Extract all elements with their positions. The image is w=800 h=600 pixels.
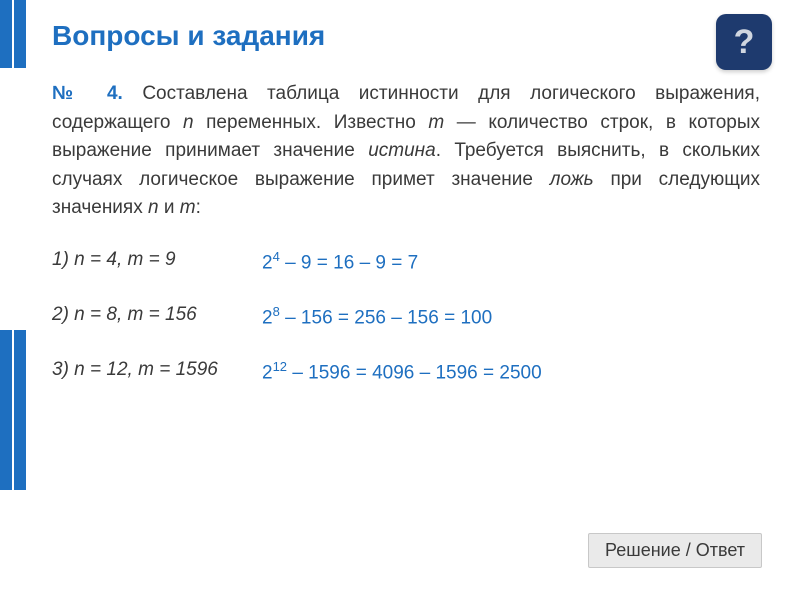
case-label: 3) n = 12, m = 1596 — [52, 359, 262, 384]
stripe — [14, 0, 26, 68]
decorative-stripes — [0, 0, 40, 600]
case-label: 1) n = 4, m = 9 — [52, 249, 262, 274]
case-row: 2) n = 8, m = 156 28 – 156 = 256 – 156 =… — [52, 304, 760, 329]
stripe — [0, 330, 12, 490]
case-answer: 28 – 156 = 256 – 156 = 100 — [262, 304, 492, 329]
case-answer: 24 – 9 = 16 – 9 = 7 — [262, 249, 418, 274]
case-row: 1) n = 4, m = 9 24 – 9 = 16 – 9 = 7 — [52, 249, 760, 274]
problem-number: № 4. — [52, 83, 123, 104]
problem-statement: № 4. Составлена таблица истинности для л… — [52, 80, 760, 223]
cases-list: 1) n = 4, m = 9 24 – 9 = 16 – 9 = 7 2) n… — [52, 249, 760, 385]
stripe — [0, 0, 12, 68]
answer-button[interactable]: Решение / Ответ — [588, 533, 762, 568]
case-label: 2) n = 8, m = 156 — [52, 304, 262, 329]
case-answer: 212 – 1596 = 4096 – 1596 = 2500 — [262, 359, 542, 384]
page-title: Вопросы и задания — [52, 20, 760, 52]
content-area: Вопросы и задания № 4. Составлена таблиц… — [52, 20, 760, 414]
stripe — [14, 330, 26, 490]
case-row: 3) n = 12, m = 1596 212 – 1596 = 4096 – … — [52, 359, 760, 384]
